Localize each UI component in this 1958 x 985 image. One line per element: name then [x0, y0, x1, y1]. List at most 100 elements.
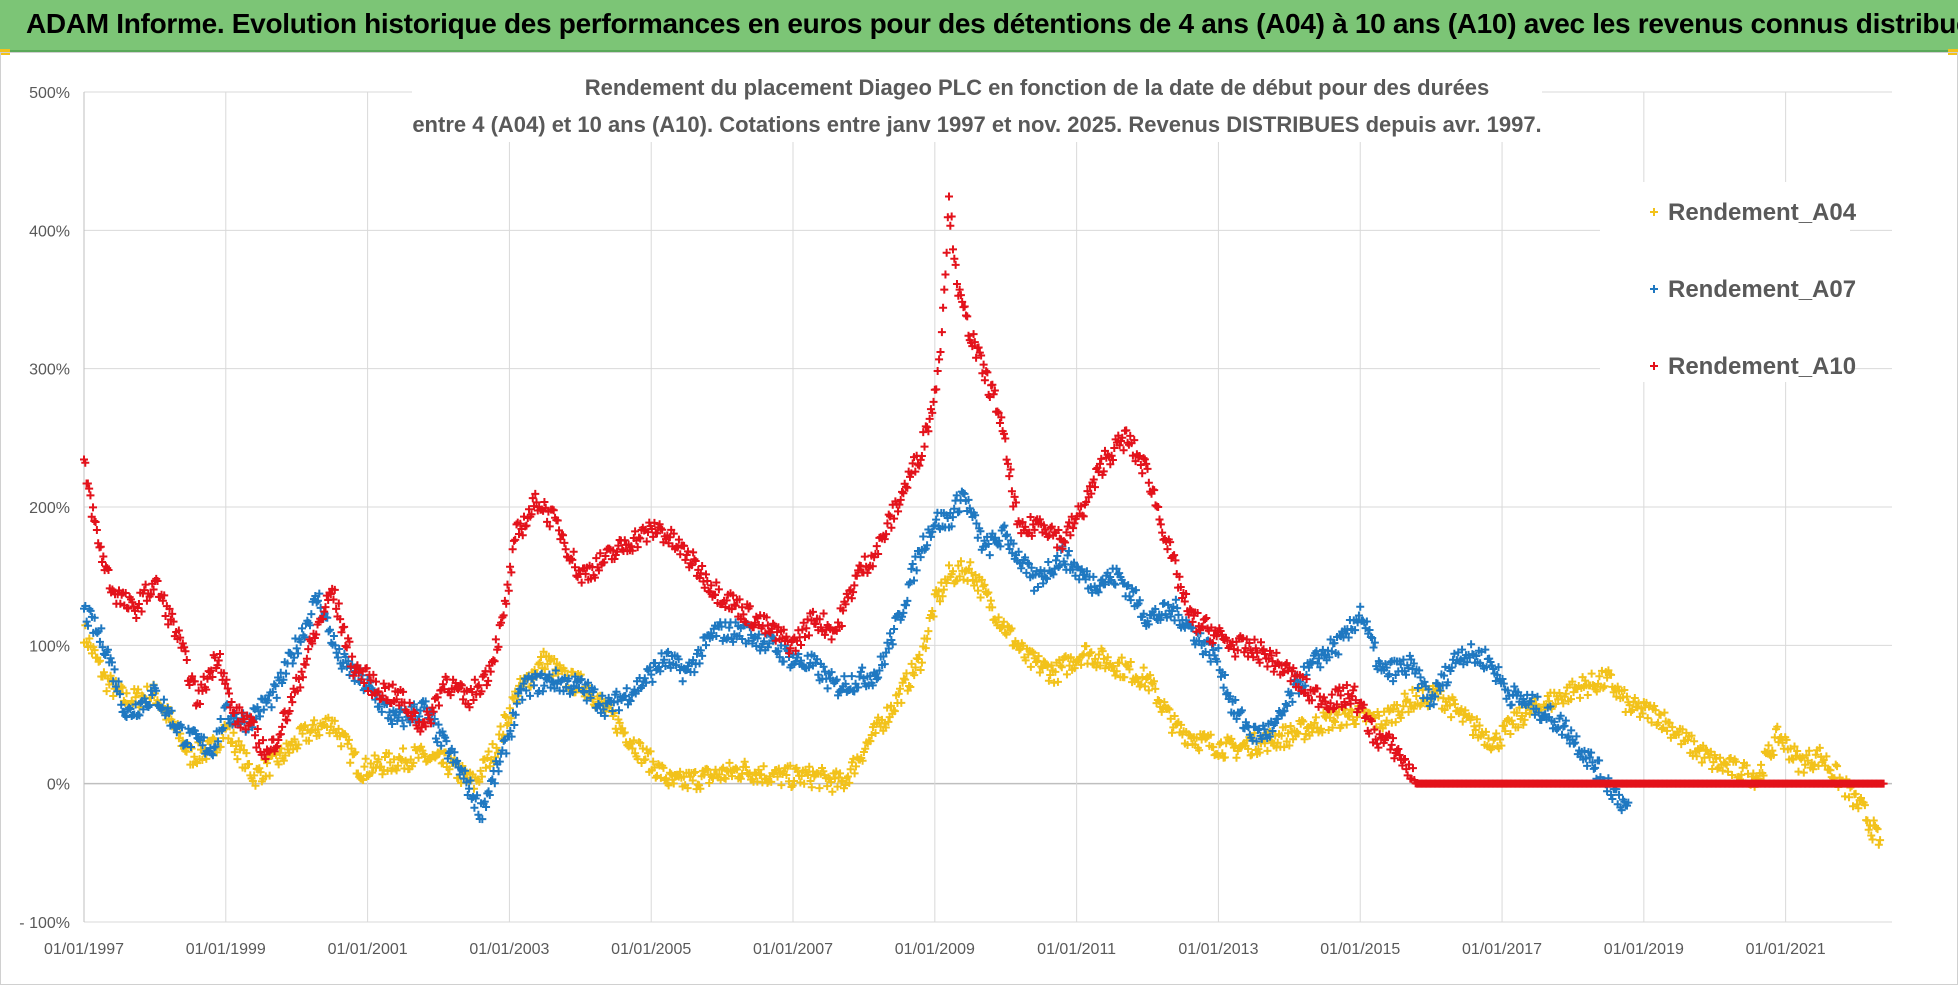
data-point: [516, 519, 525, 528]
data-point: [1154, 503, 1163, 512]
data-point: [859, 674, 868, 683]
data-point: [1267, 651, 1276, 660]
data-point: [143, 682, 152, 691]
data-point: [183, 739, 192, 748]
data-point: [1587, 669, 1596, 678]
data-point: [216, 715, 225, 724]
data-point: [1393, 746, 1402, 755]
data-point: [507, 714, 516, 723]
data-point: [1182, 589, 1191, 598]
data-point: [294, 740, 303, 749]
data-point: [1164, 600, 1173, 609]
data-point: [1026, 662, 1035, 671]
data-point: [803, 615, 812, 624]
data-point: [399, 722, 408, 731]
data-point: [1120, 673, 1129, 682]
data-point: [913, 460, 922, 469]
data-point: [1728, 770, 1737, 779]
data-point: [1402, 765, 1411, 774]
data-point: [1831, 760, 1840, 769]
data-point: [1000, 521, 1009, 530]
data-point: [668, 775, 677, 784]
data-point: [1370, 638, 1379, 647]
data-point: [1108, 455, 1117, 464]
data-point: [951, 260, 960, 269]
data-point: [320, 607, 329, 616]
data-point: [1560, 721, 1569, 730]
y-tick-label: 300%: [29, 362, 70, 379]
data-point: [782, 632, 791, 641]
data-point: [702, 570, 711, 579]
data-point: [114, 677, 123, 686]
data-point: [1026, 513, 1035, 522]
data-point: [245, 759, 254, 768]
data-point: [1852, 800, 1861, 809]
data-point: [286, 692, 295, 701]
data-point: [1241, 718, 1250, 727]
data-point: [1249, 653, 1258, 662]
data-point: [572, 571, 581, 580]
data-point: [1381, 720, 1390, 729]
data-point: [326, 590, 335, 599]
data-point: [531, 489, 540, 498]
data-point: [1209, 743, 1218, 752]
data-point: [1043, 532, 1052, 541]
data-point: [815, 784, 824, 793]
data-point: [982, 367, 991, 376]
data-point: [384, 749, 393, 758]
data-point: [1629, 697, 1638, 706]
data-point: [960, 302, 969, 311]
data-point: [823, 782, 832, 791]
data-point: [271, 743, 280, 752]
data-point: [909, 576, 918, 585]
data-point: [1801, 760, 1810, 769]
data-point: [236, 723, 245, 732]
data-point: [131, 693, 140, 702]
data-point: [198, 755, 207, 764]
data-point: [532, 672, 541, 681]
data-point: [850, 581, 859, 590]
data-point: [1156, 520, 1165, 529]
data-point: [1668, 723, 1677, 732]
data-point: [1268, 726, 1277, 735]
data-point: [881, 723, 890, 732]
data-point: [948, 513, 957, 522]
data-point: [564, 674, 573, 683]
data-point: [484, 676, 493, 685]
data-point: [550, 684, 559, 693]
data-point: [1110, 443, 1119, 452]
data-point: [923, 634, 932, 643]
data-point: [1213, 657, 1222, 666]
data-point: [83, 479, 92, 488]
data-point: [480, 797, 489, 806]
data-point: [208, 673, 217, 682]
data-point: [651, 659, 660, 668]
data-point: [1160, 698, 1169, 707]
data-point: [704, 587, 713, 596]
data-point: [952, 491, 961, 500]
data-point: [1214, 644, 1223, 653]
data-point: [1001, 532, 1010, 541]
data-point: [1409, 659, 1418, 668]
data-point: [293, 744, 302, 753]
data-point: [1231, 652, 1240, 661]
data-point: [827, 635, 836, 644]
data-point: [301, 721, 310, 730]
data-point: [350, 749, 359, 758]
data-point: [1177, 720, 1186, 729]
data-point: [1303, 691, 1312, 700]
data-point: [1119, 446, 1128, 455]
data-point: [470, 675, 479, 684]
data-point: [1095, 581, 1104, 590]
data-point: [115, 690, 124, 699]
data-point: [584, 678, 593, 687]
data-point: [698, 651, 707, 660]
data-point: [518, 531, 527, 540]
data-point: [831, 677, 840, 686]
data-point: [1810, 760, 1819, 769]
data-point: [803, 770, 812, 779]
data-point: [1103, 653, 1112, 662]
data-point: [1790, 742, 1799, 751]
data-point: [537, 669, 546, 678]
data-point: [1107, 451, 1116, 460]
